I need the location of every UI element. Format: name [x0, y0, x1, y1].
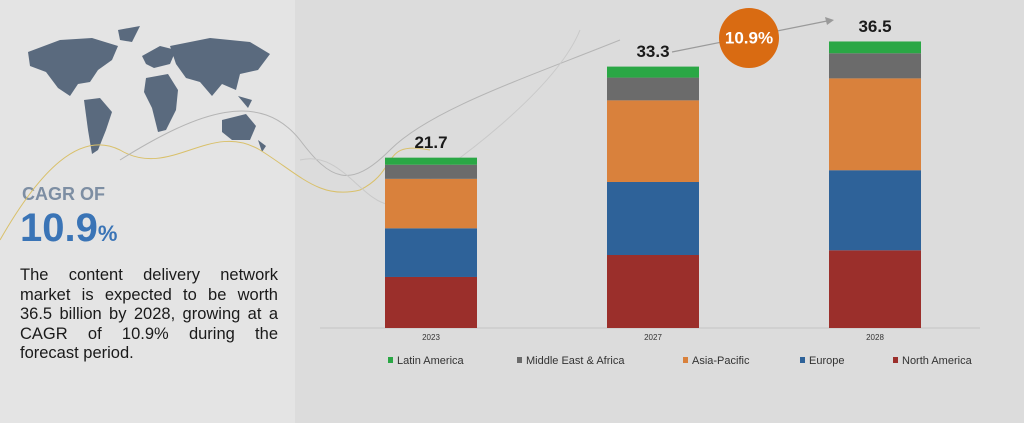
bar-segment: [607, 77, 699, 101]
legend-swatch: [388, 357, 393, 363]
bar-segment: [385, 178, 477, 229]
cagr-bubble: [719, 8, 779, 68]
cagr-heading: CAGR OF: [22, 184, 105, 204]
total-label: 21.7: [414, 133, 447, 152]
total-label: 36.5: [858, 17, 891, 36]
legend-swatch: [893, 357, 898, 363]
world-map: [28, 26, 270, 154]
legend-label: North America: [902, 355, 973, 367]
cagr-number: 10.9: [20, 206, 98, 250]
bar-segment: [607, 181, 699, 255]
bar-segment: [829, 41, 921, 54]
decor-curve: [0, 140, 431, 241]
legend-swatch: [517, 357, 522, 363]
bar-segment: [385, 228, 477, 277]
bar-segment: [829, 78, 921, 171]
x-tick-label: 2028: [866, 333, 884, 342]
bar-segment: [829, 170, 921, 251]
legend-swatch: [800, 357, 805, 363]
bar-segment: [607, 100, 699, 182]
bar-segment: [385, 164, 477, 179]
cagr-value: 10.9%: [20, 206, 117, 251]
arrow-head: [825, 17, 834, 25]
cagr-unit: %: [97, 221, 118, 246]
decor-curve: [119, 39, 621, 176]
legend-label: Asia-Pacific: [692, 355, 750, 367]
bar-segment: [829, 250, 921, 328]
x-tick-label: 2027: [644, 333, 662, 342]
description: The content delivery network market is e…: [20, 266, 278, 362]
bar-segment: [385, 276, 477, 328]
bar-segment: [829, 53, 921, 79]
legend-label: Latin America: [397, 355, 465, 367]
legend-label: Middle East & Africa: [526, 355, 625, 367]
bar-segment: [607, 66, 699, 78]
x-tick-label: 2023: [422, 333, 440, 342]
total-label: 33.3: [636, 42, 669, 61]
legend-swatch: [683, 357, 688, 363]
cagr-annotation: 10.9%: [725, 28, 773, 47]
bar-segment: [385, 157, 477, 165]
legend-label: Europe: [809, 355, 844, 367]
bar-segment: [607, 254, 699, 328]
